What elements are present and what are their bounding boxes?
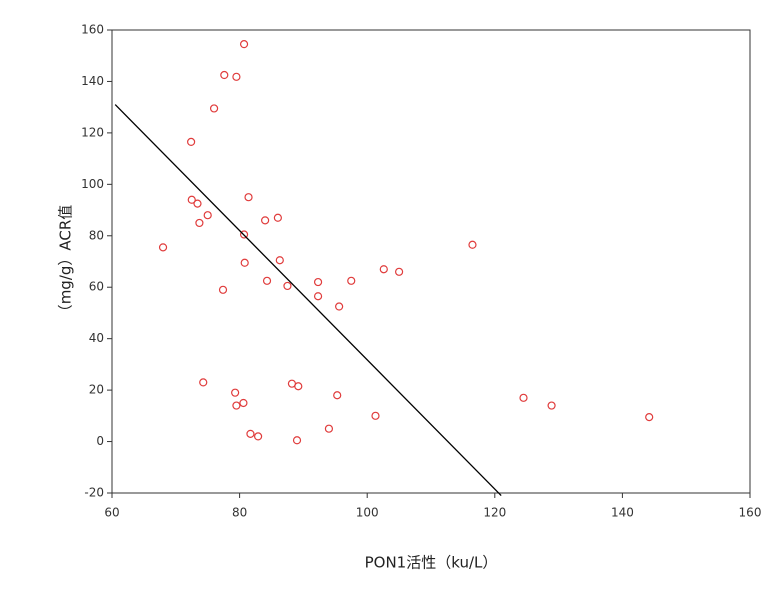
point [468, 240, 477, 249]
x-tick-label: 120 [483, 506, 506, 520]
point [203, 211, 212, 220]
plot-frame [111, 29, 751, 494]
y-tick-label: 120 [81, 125, 104, 139]
point [645, 413, 654, 422]
point [244, 193, 253, 202]
point [195, 218, 204, 228]
point [239, 230, 249, 239]
y-tick-label: 160 [81, 23, 104, 37]
point [273, 213, 282, 222]
point [292, 436, 302, 445]
point [209, 104, 219, 113]
y-tick-label: 0 [96, 434, 104, 448]
point [231, 388, 240, 397]
point [395, 267, 404, 276]
point [547, 401, 556, 410]
fit-line [114, 104, 502, 497]
x-tick-label: 160 [739, 506, 762, 520]
point [187, 195, 196, 204]
point [193, 199, 202, 208]
point [220, 70, 229, 80]
point [254, 432, 263, 441]
y-tick-label: 40 [89, 331, 104, 345]
point [519, 393, 528, 402]
point [333, 391, 342, 400]
point [240, 258, 249, 267]
y-tick-label: 80 [89, 228, 104, 242]
point [324, 424, 334, 433]
point [261, 216, 270, 225]
point [262, 276, 272, 285]
point [379, 265, 388, 274]
point [246, 429, 255, 438]
point [218, 285, 228, 294]
point [158, 243, 168, 252]
point [239, 40, 249, 49]
point [275, 256, 284, 265]
point [239, 398, 248, 408]
x-tick-label: 140 [611, 506, 634, 520]
point [187, 137, 196, 146]
point [371, 411, 380, 420]
x-tick-label: 80 [232, 506, 247, 520]
point [294, 382, 303, 391]
point [313, 292, 323, 301]
y-tick-label: 140 [81, 74, 104, 88]
point [347, 276, 356, 285]
point [283, 281, 292, 291]
point [313, 277, 323, 287]
y-tick-label: -20 [84, 486, 104, 500]
x-tick-label: 100 [356, 506, 379, 520]
point [335, 302, 344, 311]
x-tick-label: 60 [104, 506, 119, 520]
y-tick-label: 20 [89, 383, 104, 397]
point [232, 72, 241, 81]
point [232, 401, 241, 410]
point [199, 378, 208, 387]
y-tick-label: 60 [89, 280, 104, 294]
x-axis-title: PON1活性（ku/L） [365, 554, 498, 572]
y-axis-title: （mg/g）ACR值 [57, 205, 75, 320]
y-tick-label: 100 [81, 177, 104, 191]
